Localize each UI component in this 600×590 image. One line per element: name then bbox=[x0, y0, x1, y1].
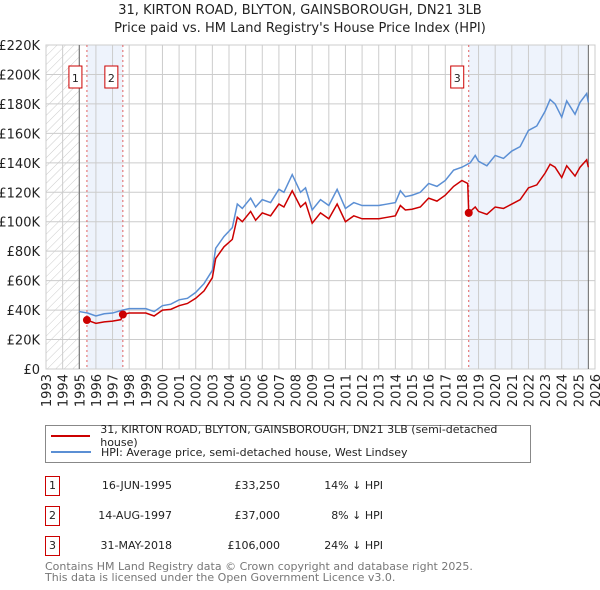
x-tick-label: 2010 bbox=[323, 374, 338, 407]
transaction-price: £33,250 bbox=[234, 479, 281, 492]
x-tick-label: 1999 bbox=[140, 374, 155, 407]
transaction-hpi-diff: 14% ↓ HPI bbox=[324, 479, 383, 492]
transaction-date: 14-AUG-1997 bbox=[98, 509, 172, 522]
x-tick-label: 2017 bbox=[439, 374, 454, 407]
sale-label-box bbox=[68, 65, 83, 89]
price-chart: £0 £20K £40K £60K £80K £100K £120K £140K £160K £1… bbox=[0, 39, 600, 407]
transaction-date: 16-JUN-1995 bbox=[101, 479, 172, 492]
legend-hpi-swatch bbox=[51, 451, 91, 453]
x-tick-label: 1998 bbox=[123, 374, 138, 407]
sale-label: 1 bbox=[72, 72, 79, 85]
sale-label-box bbox=[104, 65, 119, 89]
y-tick-label: £20K bbox=[7, 334, 41, 349]
sale-label: 3 bbox=[454, 72, 461, 85]
plot-border bbox=[45, 44, 596, 370]
x-tick-label: 1994 bbox=[57, 374, 72, 407]
hpi-line bbox=[79, 91, 590, 317]
x-tick-label: 2012 bbox=[356, 374, 371, 407]
x-tick-label: 2007 bbox=[273, 374, 288, 407]
y-tick-label: £220K bbox=[0, 39, 40, 54]
x-tick-label: 2006 bbox=[256, 374, 271, 407]
y-tick-label: £100K bbox=[0, 216, 40, 231]
transaction-row: 1 16-JUN-1995 £33,250 14% ↓ HPI bbox=[45, 476, 545, 496]
transaction-row: 2 14-AUG-1997 £37,000 8% ↓ HPI bbox=[45, 506, 545, 526]
x-tick-label: 2018 bbox=[456, 374, 471, 407]
transaction-number: 2 bbox=[45, 506, 60, 526]
x-tick-label: 2014 bbox=[389, 374, 404, 407]
x-tick-label: 2020 bbox=[489, 374, 504, 407]
chart-subtitle: Price paid vs. HM Land Registry's House … bbox=[114, 21, 486, 36]
transaction-price: £106,000 bbox=[227, 539, 281, 552]
x-tick-label: 2004 bbox=[223, 374, 238, 407]
legend-price-swatch bbox=[51, 435, 91, 437]
footer-copyright: Contains HM Land Registry data © Crown c… bbox=[45, 560, 473, 573]
transaction-number: 3 bbox=[45, 536, 60, 556]
x-tick-label: 2002 bbox=[190, 374, 205, 407]
legend-hpi-label: HPI: Average price, semi-detached house,… bbox=[101, 445, 408, 459]
legend-price-label: 31, KIRTON ROAD, BLYTON, GAINSBOROUGH, D… bbox=[100, 423, 498, 449]
x-tick-label: 2022 bbox=[522, 374, 537, 407]
x-tick-label: 1993 bbox=[40, 374, 55, 407]
y-tick-label: £160K bbox=[0, 127, 40, 142]
x-tick-label: 2008 bbox=[290, 374, 305, 407]
x-tick-label: 1995 bbox=[73, 374, 88, 407]
transaction-price: £37,000 bbox=[234, 509, 281, 522]
x-tick-label: 2001 bbox=[173, 374, 188, 407]
x-tick-label: 2009 bbox=[306, 374, 321, 407]
transaction-date: 31-MAY-2018 bbox=[100, 539, 172, 552]
x-tick-label: 2021 bbox=[506, 374, 521, 407]
transaction-hpi-diff: 8% ↓ HPI bbox=[331, 509, 383, 522]
x-tick-label: 2015 bbox=[406, 374, 421, 407]
y-tick-label: £0 bbox=[23, 363, 40, 378]
x-tick-label: 1996 bbox=[90, 374, 105, 407]
y-tick-label: £180K bbox=[0, 98, 40, 113]
y-tick-label: £120K bbox=[0, 186, 40, 201]
y-tick-label: £80K bbox=[7, 245, 41, 260]
sale-point bbox=[464, 208, 473, 217]
sale-point bbox=[118, 310, 127, 319]
y-tick-label: £40K bbox=[7, 304, 41, 319]
x-tick-label: 2019 bbox=[473, 374, 488, 407]
x-tick-label: 2026 bbox=[589, 374, 600, 407]
chart-title: 31, KIRTON ROAD, BLYTON, GAINSBOROUGH, D… bbox=[118, 3, 482, 18]
y-tick-label: £60K bbox=[7, 275, 41, 290]
x-tick-label: 2024 bbox=[556, 374, 571, 407]
footer-licence: This data is licensed under the Open Gov… bbox=[45, 571, 396, 584]
transaction-number: 1 bbox=[45, 476, 60, 496]
x-tick-label: 2003 bbox=[206, 374, 221, 407]
y-tick-label: £140K bbox=[0, 157, 40, 172]
sale-label: 2 bbox=[108, 72, 115, 85]
x-tick-label: 2005 bbox=[240, 374, 255, 407]
x-tick-label: 2025 bbox=[572, 374, 587, 407]
x-tick-label: 2000 bbox=[156, 374, 171, 407]
x-tick-label: 2023 bbox=[539, 374, 554, 407]
price-line bbox=[86, 158, 590, 325]
sale-label-box bbox=[450, 65, 465, 89]
x-tick-label: 2016 bbox=[423, 374, 438, 407]
y-tick-label: £200K bbox=[0, 68, 40, 83]
transaction-hpi-diff: 24% ↓ HPI bbox=[324, 539, 383, 552]
x-tick-label: 1997 bbox=[107, 374, 122, 407]
sale-point bbox=[82, 316, 91, 325]
x-tick-label: 2011 bbox=[339, 374, 354, 407]
x-tick-label: 2013 bbox=[373, 374, 388, 407]
legend: 31, KIRTON ROAD, BLYTON, GAINSBOROUGH, D… bbox=[45, 423, 531, 463]
transaction-row: 3 31-MAY-2018 £106,000 24% ↓ HPI bbox=[45, 536, 545, 556]
